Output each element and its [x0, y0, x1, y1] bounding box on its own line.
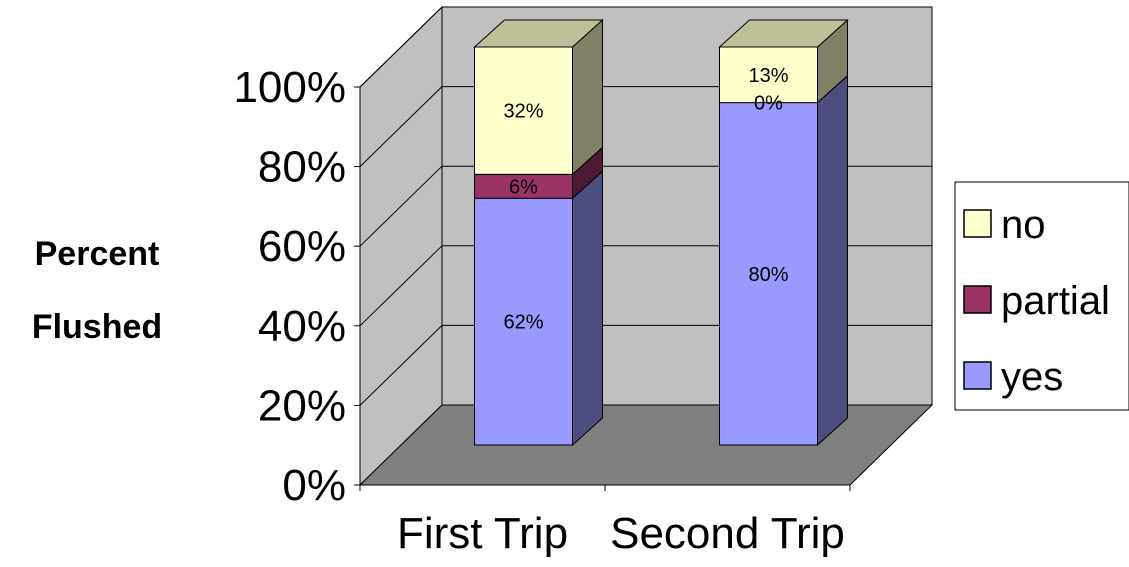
bar-side-yes	[817, 74, 848, 447]
bar-top-no	[718, 19, 849, 48]
gridline-side	[359, 6, 443, 88]
y-tick-labels: 0% 20% 40% 60% 80% 100%	[233, 63, 346, 510]
bar-segment-yes	[719, 102, 818, 446]
y-tick-label: 100%	[233, 63, 346, 112]
x-tick-labels: First Trip Second Trip	[397, 509, 845, 558]
y-tick-label: 40%	[258, 302, 346, 351]
data-label-partial: 0%	[754, 93, 783, 115]
bar-segment-yes	[474, 197, 573, 446]
bars: 62% 6% 32% 80% 0% 13%	[473, 18, 849, 447]
y-axis-label: Percent Flushed	[32, 235, 162, 346]
x-tick-label: Second Trip	[610, 509, 845, 558]
y-axis-label-line-2: Flushed	[32, 308, 162, 346]
legend-label-no: no	[1001, 203, 1046, 247]
gridline-side	[359, 86, 443, 167]
data-label-no: 32%	[503, 101, 543, 123]
legend-label-yes: yes	[1001, 355, 1063, 399]
y-axis-label-line-1: Percent	[35, 235, 160, 273]
data-label-yes: 80%	[748, 264, 788, 286]
y-tick-label: 0%	[282, 461, 346, 510]
x-tick-label: First Trip	[397, 509, 568, 558]
legend-swatch-yes	[963, 361, 992, 390]
data-label-partial: 6%	[509, 176, 538, 198]
y-tick-label: 60%	[258, 222, 346, 271]
bar-top-no	[473, 19, 604, 48]
side-wall	[359, 5, 443, 487]
gridline-side	[359, 245, 443, 327]
y-tick-label: 80%	[258, 143, 346, 192]
legend-label-partial: partial	[1001, 279, 1110, 323]
legend-swatch-no	[963, 209, 992, 238]
gridline-side	[359, 165, 443, 247]
legend-swatch-partial	[963, 285, 992, 314]
gridline-side	[359, 325, 443, 406]
data-label-yes: 62%	[503, 312, 543, 334]
legend: no partial yes	[954, 181, 1129, 411]
bar-side-yes	[572, 170, 603, 447]
data-label-no: 13%	[748, 65, 788, 87]
bar-segment-no	[719, 46, 818, 104]
y-tick-label: 20%	[258, 381, 346, 430]
